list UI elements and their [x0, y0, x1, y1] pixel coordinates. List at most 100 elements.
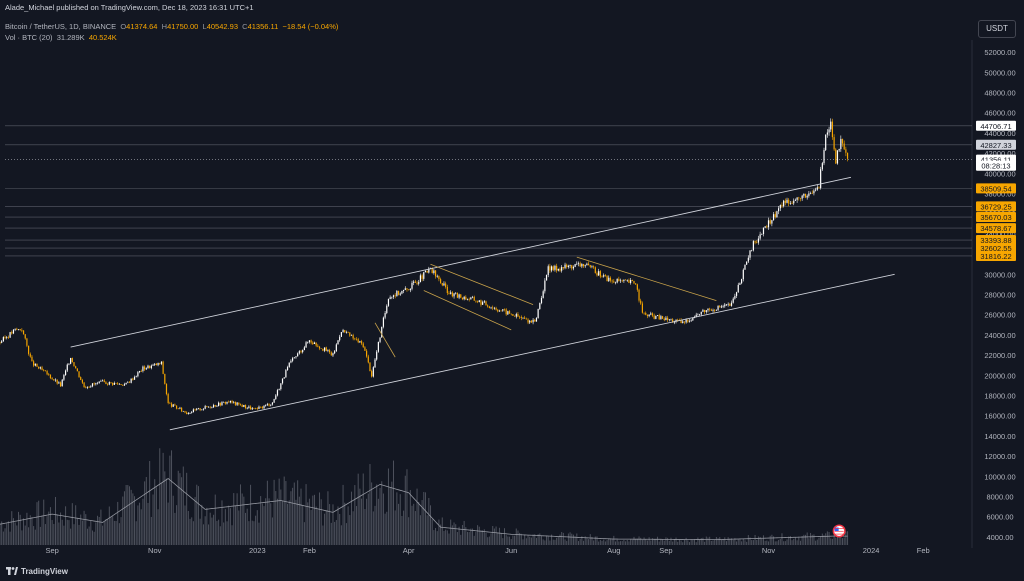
volume-bar — [660, 539, 662, 545]
volume-bar — [310, 509, 312, 545]
volume-bar — [125, 484, 127, 545]
candle-body — [756, 242, 758, 244]
candle-body — [640, 300, 642, 304]
volume-bar — [510, 539, 512, 545]
candle-body — [709, 308, 711, 310]
volume-bar — [391, 481, 393, 545]
candle-body — [655, 316, 657, 319]
volume-bar — [100, 509, 102, 545]
volume-bar — [571, 533, 573, 545]
volume-bar — [633, 536, 635, 545]
volume-bar — [766, 540, 768, 545]
candle-body — [14, 328, 16, 330]
volume-bar — [749, 537, 751, 545]
candle-body — [451, 292, 453, 297]
volume-bar — [219, 526, 221, 545]
volume-bar — [773, 536, 775, 545]
volume-bar — [350, 491, 352, 545]
currency-selector[interactable]: USDT — [978, 20, 1016, 38]
volume-bar — [337, 506, 339, 545]
candle-body — [2, 337, 4, 342]
candle-body — [549, 266, 551, 271]
volume-bar — [394, 510, 396, 545]
volume-bar — [85, 514, 87, 545]
tradingview-logo[interactable]: TradingView — [6, 567, 68, 576]
volume-bar — [475, 531, 477, 545]
candle-body — [329, 350, 331, 353]
candle-body — [342, 330, 344, 333]
volume-bar — [189, 518, 191, 545]
tradingview-logo-icon — [6, 567, 18, 575]
volume-bar — [581, 536, 583, 545]
price-chart[interactable]: 52000.00 50000.00 48000.00 46000.00 44000.00… — [0, 0, 1024, 562]
time-tick-label: Apr — [403, 546, 415, 555]
volume-bar — [707, 537, 709, 545]
volume-bar — [823, 535, 825, 545]
volume-bar — [566, 540, 568, 545]
candle-body — [648, 314, 650, 317]
close-value: 41356.11 — [247, 22, 279, 31]
volume-bar — [239, 484, 241, 545]
candle-body — [487, 305, 489, 307]
volume-bar — [88, 526, 90, 545]
price-axis-label-text: 44706.71 — [980, 122, 1011, 131]
volume-bar — [485, 532, 487, 545]
candle-body — [206, 406, 208, 408]
volume-bar — [367, 493, 369, 545]
volume-bar — [532, 534, 534, 545]
candle-body — [470, 297, 472, 300]
volume-bar — [731, 538, 733, 545]
volume-bar — [127, 485, 129, 545]
candle-body — [786, 199, 788, 203]
volume-bar — [224, 509, 226, 545]
volume-bar — [381, 481, 383, 545]
volume-bar — [752, 540, 754, 545]
candle-body — [263, 405, 265, 409]
candle-body — [107, 384, 109, 385]
candle-body — [327, 350, 329, 351]
volume-bar — [702, 537, 704, 545]
candle-body — [502, 309, 504, 311]
volume-bar — [315, 506, 317, 545]
volume-bar — [76, 517, 78, 545]
flag-trend-line — [576, 256, 717, 301]
candle-body — [6, 337, 8, 339]
volume-bar — [768, 541, 770, 545]
volume-bar — [729, 538, 731, 545]
volume-bar — [332, 504, 334, 545]
volume-bar — [60, 512, 62, 545]
volume-bar — [620, 541, 622, 545]
candle-body — [162, 361, 164, 374]
candle-body — [228, 401, 230, 403]
candle-body — [450, 292, 452, 294]
volume-bar — [78, 524, 80, 545]
candles-group — [0, 118, 849, 415]
volume-bar — [673, 539, 675, 545]
volume-label[interactable]: Vol · BTC (20) — [5, 33, 53, 42]
candle-body — [120, 384, 122, 386]
volume-bar — [54, 496, 56, 545]
candle-body — [811, 193, 813, 194]
candle-body — [599, 271, 601, 277]
price-tick-label: 50000.00 — [984, 68, 1015, 77]
candle-body — [547, 266, 549, 275]
volume-bar — [524, 534, 526, 545]
candle-body — [80, 377, 82, 381]
candle-body — [339, 336, 341, 341]
candle-body — [843, 143, 845, 150]
candle-body — [480, 300, 482, 305]
volume-bar — [71, 503, 73, 545]
volume-bar — [376, 484, 378, 545]
candle-body — [201, 409, 203, 411]
candle-body — [772, 214, 775, 221]
volume-bar — [70, 528, 72, 545]
candle-body — [241, 405, 243, 407]
symbol-name[interactable]: Bitcoin / TetherUS, 1D, BINANCE — [5, 22, 117, 31]
volume-bar — [342, 484, 344, 545]
volume-bar — [687, 540, 689, 545]
volume-bar — [248, 521, 250, 545]
candle-body — [31, 356, 33, 362]
volume-bar — [682, 542, 684, 545]
candle-body — [809, 193, 812, 194]
